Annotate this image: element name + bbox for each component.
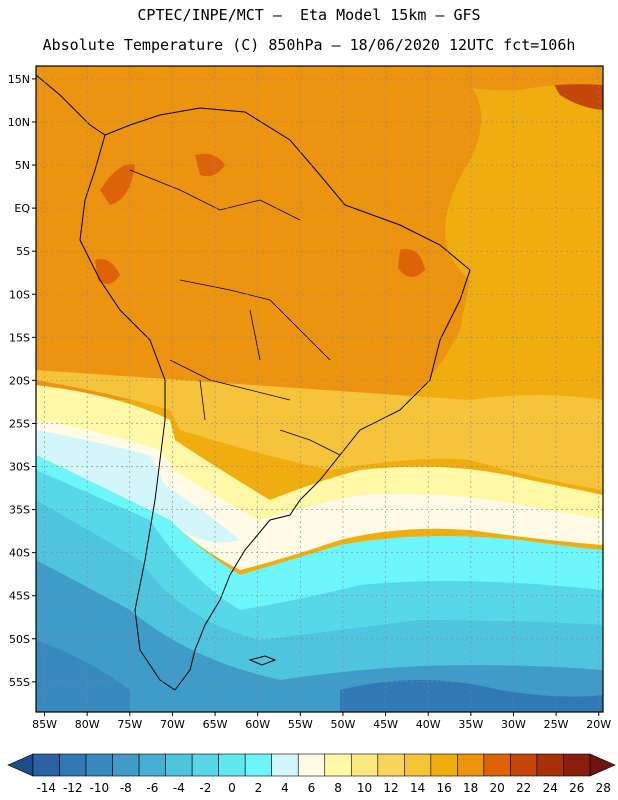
colorbar-label: 16 (436, 781, 451, 795)
lat-label: 10S (9, 288, 30, 301)
colorbar-swatch (404, 753, 432, 777)
colorbar-swatch (191, 753, 219, 777)
deep-blue-sw (36, 640, 130, 712)
colorbar-swatch (32, 753, 60, 777)
lon-label: 45W (373, 718, 398, 731)
colorbar-label: 18 (463, 781, 478, 795)
lat-label: 10N (8, 116, 30, 129)
lat-label: 5N (15, 159, 30, 172)
lon-label: 85W (32, 718, 57, 731)
colorbar-label: -2 (199, 781, 211, 795)
lat-label: 40S (9, 547, 30, 560)
colorbar-label: 6 (308, 781, 316, 795)
lon-label: 50W (331, 718, 356, 731)
lat-label: 35S (9, 504, 30, 517)
orange-north-atlantic (440, 66, 603, 91)
central-america-coastline (36, 74, 106, 136)
orange-northwest (36, 66, 140, 220)
colorbar-swatch (218, 753, 246, 777)
colorbar-label: 12 (383, 781, 398, 795)
colorbar-swatch (457, 753, 485, 777)
lon-label: 60W (245, 718, 270, 731)
colorbar-swatch (430, 753, 458, 777)
colorbar-swatch (563, 753, 591, 777)
falkland-islands (248, 655, 277, 666)
colorbar-label: 14 (410, 781, 425, 795)
colorbar-label: 8 (334, 781, 342, 795)
orange-band (36, 66, 482, 400)
lat-label: 55S (9, 676, 30, 689)
colorbar-label: 10 (357, 781, 372, 795)
temperature-field (36, 66, 603, 712)
colorbar-swatch (350, 753, 379, 777)
colorbar-label: -10 (90, 781, 110, 795)
colorbar-swatch (59, 753, 87, 777)
deep-blue-se (340, 680, 603, 712)
lon-label: 75W (117, 718, 142, 731)
lon-label: 80W (75, 718, 100, 731)
colorbar-label: 20 (490, 781, 505, 795)
colorbar-swatch (483, 753, 511, 777)
hot-spot-peru (95, 259, 120, 284)
colorbar-label: -14 (36, 781, 56, 795)
latitude-labels: 15N 10N 5N EQ 5S 10S 15S 20S 25S 30S 35S 40S 45S 50S 5… (8, 73, 36, 689)
lat-label: 50S (9, 633, 30, 646)
colorbar-swatch (85, 753, 113, 777)
colorbar-swatch (244, 753, 273, 777)
colorbar-swatch (536, 753, 564, 777)
map-title-line2: Absolute Temperature (C) 850hPa – 18/06/… (42, 36, 576, 54)
colorbar-label: -12 (63, 781, 83, 795)
south-america-coastline (79, 107, 471, 691)
colorbar-swatch (510, 753, 538, 777)
colorbar-swatch (138, 753, 166, 777)
colorbar-swatch (324, 753, 352, 777)
country-borders (129, 169, 341, 456)
lat-label: 15S (9, 331, 30, 344)
colorbar-label: -4 (173, 781, 185, 795)
hot-spot-ne-brazil (398, 249, 425, 278)
colorbar-arrow-low (7, 753, 34, 777)
lon-label: 65W (203, 718, 228, 731)
colorbar-swatch (112, 753, 140, 777)
lon-label: 55W (288, 718, 313, 731)
lat-label: 45S (9, 590, 30, 603)
blue-region (36, 560, 603, 712)
lat-label: EQ (14, 202, 30, 215)
colorbar-label: 2 (255, 781, 263, 795)
plot-frame (35, 65, 604, 713)
colorbar-swatch (165, 753, 193, 777)
yellow-band (36, 370, 603, 490)
lat-label: 25S (9, 417, 30, 430)
lon-label: 35W (458, 718, 483, 731)
colorbar-label: 28 (596, 781, 611, 795)
lon-label: 40W (416, 718, 441, 731)
colorbar-label: 26 (569, 781, 584, 795)
colorbar-label: 0 (228, 781, 236, 795)
colorbar-label: 4 (281, 781, 289, 795)
hot-spot-venezuela (195, 153, 225, 177)
colorbar-swatch (271, 753, 299, 777)
lon-label: 20W (586, 718, 611, 731)
pale-cyan-band (36, 430, 240, 543)
colorbar-label: 24 (543, 781, 558, 795)
lat-label: 5S (16, 245, 30, 258)
lat-label: 20S (9, 374, 30, 387)
colorbar-label: 22 (516, 781, 531, 795)
lat-label: 15N (8, 73, 30, 86)
lon-label: 25W (544, 718, 569, 731)
longitude-labels: 85W 80W 75W 70W 65W 60W 55W 50W 45W 40W 35W 30W 25W 2… (32, 712, 611, 731)
lon-label: 70W (160, 718, 185, 731)
colorbar-swatch (297, 753, 326, 777)
colorbar-label: -6 (146, 781, 158, 795)
colorbar: -14 -12 -10 -8 -6 -4 -2 0 2 4 6 8 10 12 14 16 18 20 22 24 26… (7, 753, 616, 795)
map-title-line1: CPTEC/INPE/MCT – Eta Model 15km – GFS (137, 6, 481, 24)
colorbar-arrow-high (589, 753, 616, 777)
colorbar-swatch (377, 753, 405, 777)
lon-label: 30W (501, 718, 526, 731)
hot-spot-colombia (100, 164, 135, 205)
colorbar-label: -8 (120, 781, 132, 795)
lat-label: 30S (9, 461, 30, 474)
